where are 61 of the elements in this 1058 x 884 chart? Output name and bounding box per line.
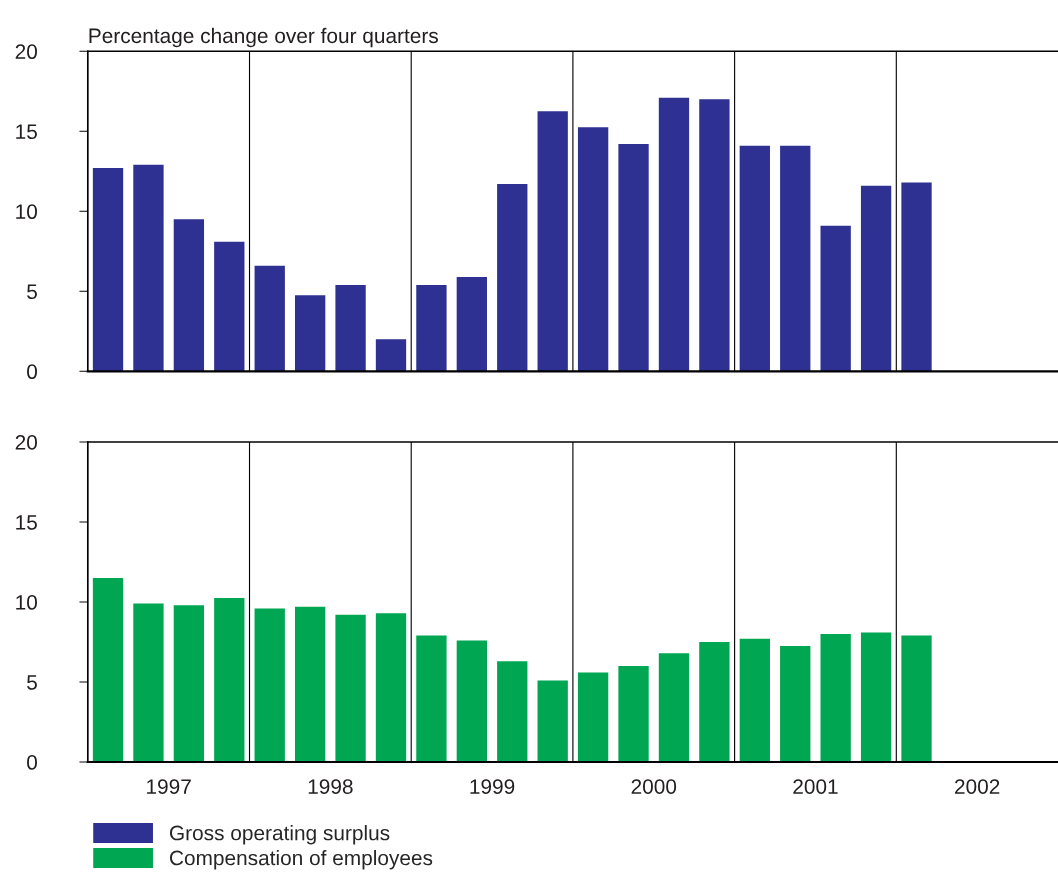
- bar: [577, 672, 609, 763]
- bar: [860, 185, 892, 372]
- x-tick-label: 2002: [955, 779, 1000, 794]
- x-tick-label: 1998: [308, 779, 353, 794]
- bar: [92, 578, 124, 763]
- bar: [375, 613, 407, 763]
- y-tick-label: 5: [27, 284, 37, 300]
- y-tick-label: 20: [15, 435, 37, 450]
- bar: [294, 295, 326, 372]
- bar: [537, 680, 568, 763]
- bar: [739, 145, 770, 372]
- bar: [497, 661, 528, 763]
- bar: [254, 608, 285, 763]
- bar: [780, 646, 811, 763]
- bar: [335, 284, 366, 372]
- legend-label: Gross operating surplus: [169, 825, 390, 845]
- y-tick-label: 5: [27, 675, 37, 690]
- bar: [618, 144, 649, 372]
- bar: [173, 605, 205, 763]
- bar: [577, 127, 609, 372]
- y-tick-label: 0: [27, 364, 37, 380]
- x-tick-label: 1997: [147, 779, 191, 794]
- bar: [416, 284, 447, 372]
- bar: [173, 219, 205, 372]
- y-tick-label: 15: [16, 515, 37, 530]
- bar: [618, 666, 649, 763]
- legend-label: Compensation of employees: [169, 850, 433, 870]
- bar: [133, 603, 164, 763]
- bar: [497, 184, 528, 372]
- bar: [416, 635, 447, 763]
- bar: [92, 168, 124, 372]
- bar: [537, 111, 568, 372]
- bar: [820, 634, 851, 763]
- bar: [901, 182, 932, 372]
- bar: [658, 97, 690, 372]
- y-tick-label: 10: [16, 204, 37, 220]
- x-tick-label: 1999: [470, 779, 515, 794]
- bar: [699, 642, 730, 763]
- bar: [456, 640, 488, 763]
- y-tick-label: 15: [16, 124, 37, 140]
- bar: [699, 99, 730, 372]
- y-tick-label: 20: [15, 44, 37, 60]
- bar: [820, 225, 851, 372]
- bar: [860, 632, 892, 763]
- bar: [294, 606, 326, 763]
- bar: [456, 276, 488, 372]
- y-tick-label: 10: [16, 595, 37, 610]
- y-tick-label: 0: [27, 755, 37, 770]
- bar: [901, 635, 932, 763]
- bar: [780, 145, 811, 372]
- bar: [739, 638, 770, 763]
- bar: [214, 598, 245, 763]
- x-tick-label: 2000: [631, 779, 677, 794]
- bar: [133, 164, 164, 372]
- x-tick-label: 2001: [793, 779, 838, 794]
- bar: [335, 614, 366, 763]
- bar: [254, 265, 285, 372]
- bar: [214, 241, 245, 372]
- chart-title: Percentage change over four quarters: [89, 27, 438, 48]
- bar: [658, 653, 690, 763]
- bar: [375, 339, 407, 372]
